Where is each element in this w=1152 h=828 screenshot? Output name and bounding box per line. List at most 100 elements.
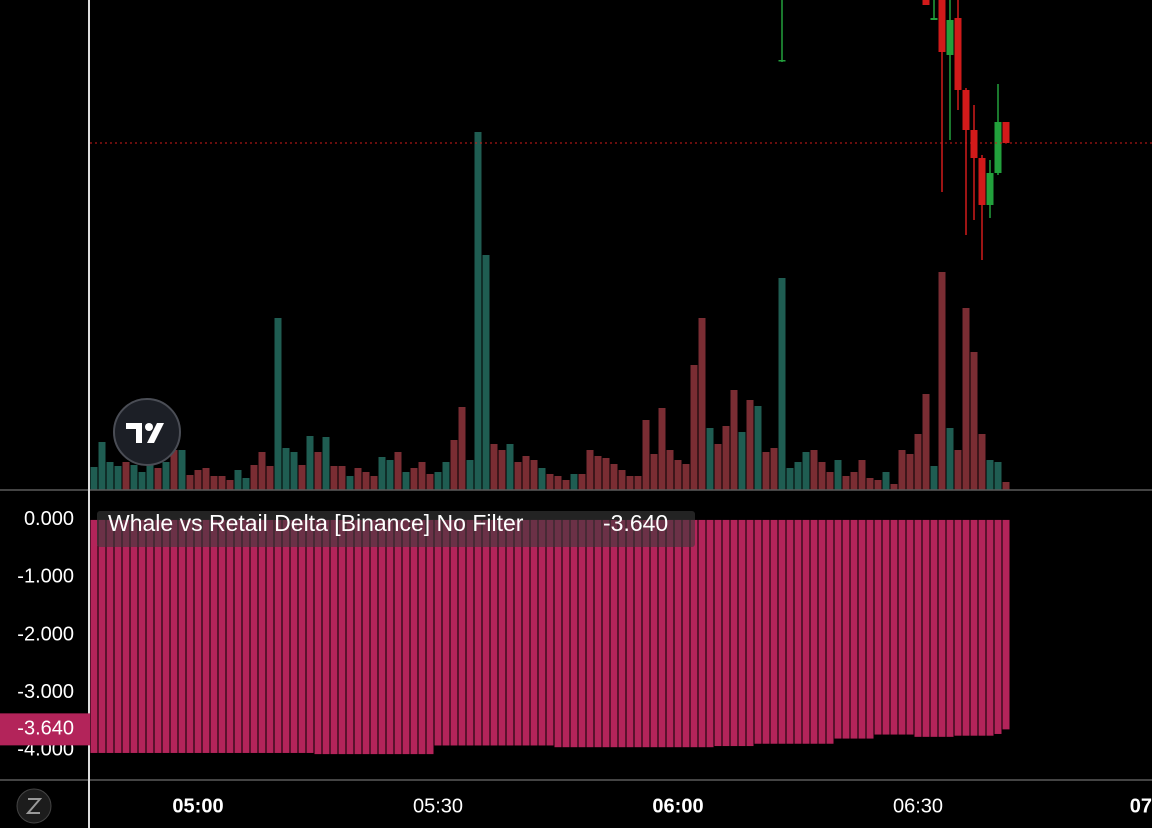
delta-bar — [922, 519, 930, 737]
delta-bar — [978, 519, 986, 736]
y-tick-label: -1.000 — [17, 566, 74, 588]
volume-bar — [626, 476, 634, 490]
logo-badge[interactable] — [113, 398, 181, 466]
delta-bar — [122, 519, 130, 753]
volume-bar — [778, 278, 786, 490]
volume-bar — [434, 472, 442, 490]
delta-bar — [594, 519, 602, 748]
last-value-badge — [0, 713, 90, 746]
volume-bar — [346, 476, 354, 490]
delta-bar — [274, 519, 282, 753]
candle-body — [994, 122, 1002, 173]
z-button[interactable] — [16, 788, 52, 824]
volume-bar — [562, 480, 570, 490]
delta-bar — [242, 519, 250, 753]
volume-bar — [394, 452, 402, 490]
delta-bar — [722, 519, 730, 747]
delta-bar — [322, 519, 330, 755]
volume-bar — [170, 450, 178, 490]
delta-bar — [370, 519, 378, 755]
x-tick-label: 05:00 — [172, 795, 223, 817]
volume-bar — [242, 478, 250, 490]
marks — [90, 0, 1152, 755]
delta-bar — [554, 519, 562, 748]
candle-body — [930, 18, 938, 20]
volume-bar — [186, 475, 194, 490]
delta-bar — [162, 519, 170, 753]
delta-bar — [834, 519, 842, 739]
volume-bar — [1002, 482, 1010, 490]
candle-body — [962, 90, 970, 130]
volume-bar — [202, 468, 210, 490]
delta-bar — [210, 519, 218, 753]
delta-bar — [970, 519, 978, 736]
delta-bar — [290, 519, 298, 753]
volume-bar — [706, 428, 714, 490]
delta-bar — [810, 519, 818, 744]
volume-bar — [386, 460, 394, 490]
volume-bar — [522, 456, 530, 490]
delta-bar — [330, 519, 338, 755]
volume-bar — [306, 436, 314, 490]
delta-bar — [354, 519, 362, 755]
delta-bar — [682, 519, 690, 748]
volume-bar — [274, 318, 282, 490]
delta-bar — [410, 519, 418, 755]
volume-bar — [378, 457, 386, 490]
volume-bar — [578, 474, 586, 490]
candle-body — [946, 20, 954, 55]
delta-bar — [866, 519, 874, 739]
indicator-title: Whale vs Retail Delta [Binance] No Filte… — [108, 510, 524, 536]
delta-bar — [490, 519, 498, 746]
candle-body — [778, 60, 786, 62]
volume-bar — [690, 365, 698, 490]
candle-body — [970, 130, 978, 158]
delta-bar — [618, 519, 626, 748]
volume-bar — [810, 450, 818, 490]
x-tick-label: 05:30 — [413, 795, 463, 817]
delta-bar — [762, 519, 770, 744]
y-tick-label: -3.000 — [17, 681, 74, 703]
delta-bar — [730, 519, 738, 747]
delta-bar — [906, 519, 914, 735]
volume-bar — [506, 444, 514, 490]
delta-bar — [378, 519, 386, 755]
volume-bar — [914, 434, 922, 490]
delta-bar — [738, 519, 746, 747]
volume-bar — [450, 440, 458, 490]
volume-bar — [402, 472, 410, 490]
delta-bar — [314, 519, 322, 755]
candle-body — [954, 18, 962, 90]
delta-bar — [794, 519, 802, 744]
delta-bar — [546, 519, 554, 746]
delta-bar — [986, 519, 994, 736]
delta-bar — [674, 519, 682, 748]
tradingview-logo[interactable] — [113, 398, 181, 466]
volume-bar — [930, 466, 938, 490]
delta-bar — [282, 519, 290, 753]
delta-bar — [186, 519, 194, 753]
z-icon — [25, 798, 43, 814]
delta-bar — [602, 519, 610, 748]
indicator-last-value: -3.640 — [603, 510, 668, 536]
delta-bar — [442, 519, 450, 746]
volume-bar — [858, 460, 866, 490]
volume-bar — [682, 464, 690, 490]
delta-bar — [898, 519, 906, 735]
volume-bar — [370, 476, 378, 490]
volume-bar — [698, 318, 706, 490]
volume-bar — [666, 450, 674, 490]
delta-bar — [362, 519, 370, 755]
delta-bar — [298, 519, 306, 753]
delta-bar — [962, 519, 970, 736]
candle-body — [922, 0, 930, 5]
volume-bar — [842, 476, 850, 490]
delta-bar — [98, 519, 106, 753]
delta-bar — [90, 519, 98, 753]
volume-bar — [882, 472, 890, 490]
volume-bar — [922, 394, 930, 490]
delta-bar — [306, 519, 314, 753]
delta-bar — [874, 519, 882, 735]
delta-bar — [394, 519, 402, 755]
